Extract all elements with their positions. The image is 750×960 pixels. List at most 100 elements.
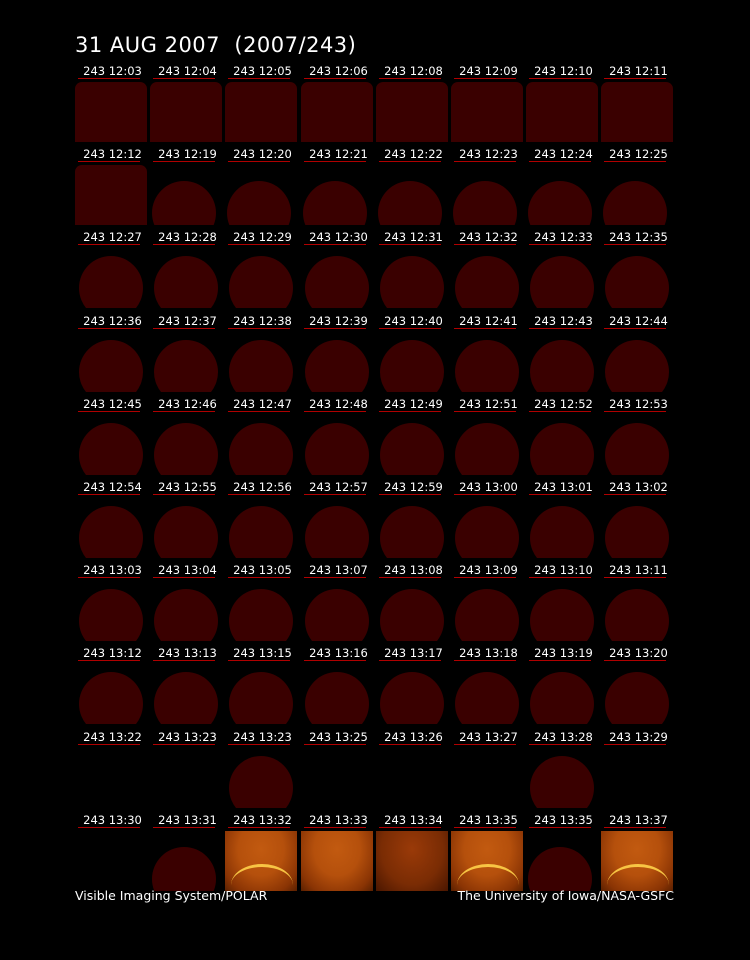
timestamp-underline: [228, 244, 290, 245]
frame-image: [526, 581, 598, 641]
frame-timestamp: 243 13:09: [459, 563, 518, 577]
frame-image: [75, 332, 147, 392]
timestamp-underline: [153, 78, 215, 79]
frame-image: [451, 581, 523, 641]
timestamp-underline: [604, 827, 666, 828]
frame-image: [601, 581, 673, 641]
frame-timestamp: 243 13:35: [534, 813, 593, 827]
frame-image: [150, 831, 222, 891]
timestamp-underline: [379, 244, 441, 245]
image-frame: 243 13:23: [150, 730, 222, 812]
frame-image: [75, 498, 147, 558]
image-frame: 243 12:57: [301, 480, 373, 562]
timestamp-underline: [454, 78, 516, 79]
image-frame: 243 13:19: [526, 646, 598, 728]
frame-timestamp: 243 13:16: [309, 646, 368, 660]
frame-timestamp: 243 13:17: [384, 646, 443, 660]
frame-timestamp: 243 13:25: [309, 730, 368, 744]
frame-timestamp: 243 13:34: [384, 813, 443, 827]
frame-image: [601, 82, 673, 142]
timestamp-underline: [153, 411, 215, 412]
timestamp-underline: [604, 577, 666, 578]
image-frame: 243 12:28: [150, 230, 222, 312]
frame-timestamp: 243 13:19: [534, 646, 593, 660]
image-frame: 243 12:21: [301, 147, 373, 229]
image-frame: 243 13:23: [225, 730, 297, 812]
image-frame: 243 13:29: [601, 730, 673, 812]
frame-timestamp: 243 13:03: [83, 563, 142, 577]
timestamp-underline: [78, 78, 140, 79]
timestamp-underline: [454, 328, 516, 329]
timestamp-underline: [529, 411, 591, 412]
timestamp-underline: [304, 244, 366, 245]
image-frame: 243 12:23: [451, 147, 523, 229]
frame-timestamp: 243 12:45: [83, 397, 142, 411]
frame-timestamp: 243 12:59: [384, 480, 443, 494]
page-title: 31 AUG 2007 (2007/243): [75, 33, 357, 57]
timestamp-underline: [604, 78, 666, 79]
frame-image: [451, 664, 523, 724]
timestamp-underline: [153, 244, 215, 245]
image-frame: 243 12:35: [601, 230, 673, 312]
frame-image: [75, 664, 147, 724]
image-frame: 243 13:34: [376, 813, 448, 895]
timestamp-underline: [454, 244, 516, 245]
image-frame: 243 12:53: [601, 397, 673, 479]
image-frame: 243 12:08: [376, 64, 448, 146]
frame-image: [225, 498, 297, 558]
frame-timestamp: 243 13:32: [233, 813, 292, 827]
frame-timestamp: 243 12:53: [609, 397, 668, 411]
frame-timestamp: 243 12:46: [158, 397, 217, 411]
timestamp-underline: [153, 494, 215, 495]
timestamp-underline: [604, 244, 666, 245]
timestamp-underline: [379, 744, 441, 745]
frame-image: [75, 415, 147, 475]
image-frame: 243 12:29: [225, 230, 297, 312]
image-frame: 243 12:46: [150, 397, 222, 479]
frame-image: [376, 581, 448, 641]
frame-image: [601, 498, 673, 558]
frame-image: [601, 748, 673, 808]
timestamp-underline: [529, 161, 591, 162]
frame-timestamp: 243 12:41: [459, 314, 518, 328]
frame-image: [225, 332, 297, 392]
image-frame: 243 12:59: [376, 480, 448, 562]
image-frame: 243 12:47: [225, 397, 297, 479]
timestamp-underline: [228, 744, 290, 745]
frame-image: [301, 332, 373, 392]
timestamp-underline: [604, 328, 666, 329]
frame-timestamp: 243 13:23: [233, 730, 292, 744]
image-frame: 243 13:18: [451, 646, 523, 728]
frame-timestamp: 243 12:10: [534, 64, 593, 78]
frame-timestamp: 243 13:10: [534, 563, 593, 577]
frame-image: [526, 415, 598, 475]
frame-timestamp: 243 13:04: [158, 563, 217, 577]
image-frame: 243 13:35: [451, 813, 523, 895]
frame-image: [225, 831, 297, 891]
image-frame: 243 12:27: [75, 230, 147, 312]
frame-image: [150, 498, 222, 558]
timestamp-underline: [454, 411, 516, 412]
frame-timestamp: 243 12:23: [459, 147, 518, 161]
frame-image: [451, 831, 523, 891]
frame-timestamp: 243 12:09: [459, 64, 518, 78]
image-frame: 243 13:09: [451, 563, 523, 645]
frame-timestamp: 243 12:44: [609, 314, 668, 328]
frame-image: [451, 748, 523, 808]
frame-image: [150, 332, 222, 392]
timestamp-underline: [604, 494, 666, 495]
frame-timestamp: 243 13:05: [233, 563, 292, 577]
frame-timestamp: 243 12:36: [83, 314, 142, 328]
frame-timestamp: 243 12:33: [534, 230, 593, 244]
frame-image: [601, 664, 673, 724]
image-frame: 243 12:33: [526, 230, 598, 312]
frame-image: [526, 498, 598, 558]
frame-image: [376, 748, 448, 808]
timestamp-underline: [529, 827, 591, 828]
frame-image: [376, 332, 448, 392]
timestamp-underline: [78, 494, 140, 495]
frame-image: [526, 82, 598, 142]
image-frame: 243 12:54: [75, 480, 147, 562]
frame-timestamp: 243 12:32: [459, 230, 518, 244]
frame-timestamp: 243 12:56: [233, 480, 292, 494]
